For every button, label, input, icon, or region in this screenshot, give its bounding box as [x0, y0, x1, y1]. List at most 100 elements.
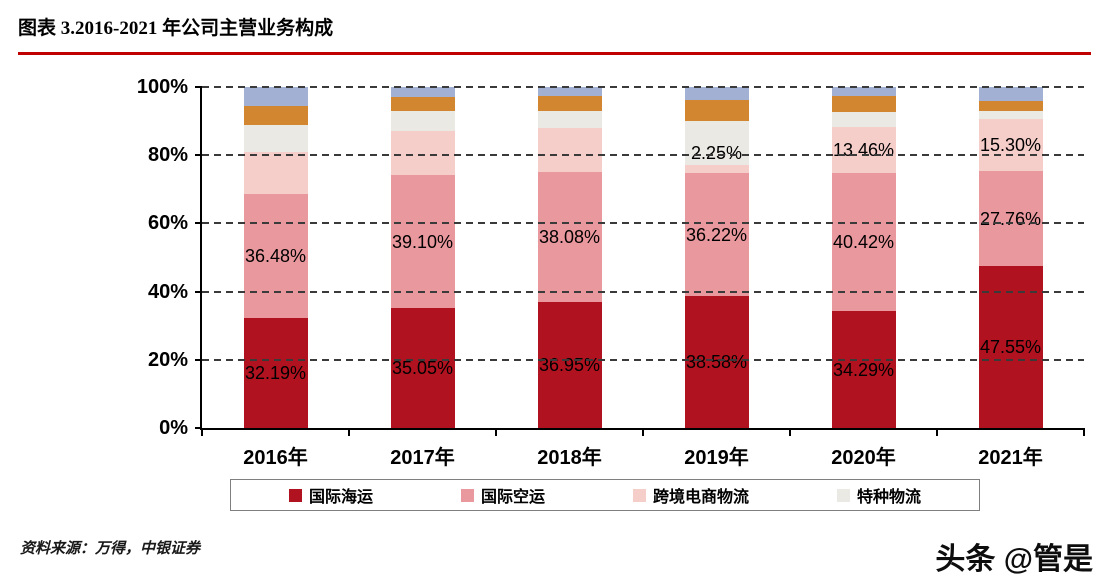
y-axis-tick-label-4: 80% — [147, 144, 188, 167]
bar-segment-1 — [390, 175, 455, 309]
bar-2: 36.95% 38.08% — [537, 87, 602, 428]
gridline-40 — [202, 290, 1084, 293]
plot-area: 0% 20% 40% 60% 80% 100% 32.19% 36.48% 2016年 35.05… — [137, 77, 1085, 469]
bar-segment-4 — [684, 100, 749, 121]
x-axis-label-5: 2021年 — [978, 447, 1043, 469]
bar-segment-2 — [390, 131, 455, 176]
x-axis-tick-2 — [495, 428, 497, 436]
bar-segment-5 — [831, 87, 896, 96]
legend-label: 国际空运 — [480, 489, 545, 506]
y-axis-tick-2 — [195, 290, 202, 293]
x-axis-tick-1 — [348, 428, 350, 436]
x-axis-tick-0 — [201, 428, 203, 436]
bar-data-label: 34.29% — [832, 359, 895, 380]
bar-data-label: 38.58% — [685, 352, 748, 373]
gridline-80 — [202, 154, 1084, 157]
bar-segment-4 — [390, 97, 455, 111]
bar-segment-0 — [831, 311, 896, 428]
legend-label: 跨境电商物流 — [652, 489, 749, 506]
bar-data-label: 15.30% — [979, 135, 1042, 156]
bar-4: 34.29% 40.42% 13.46% — [831, 87, 896, 428]
y-axis-tick-label-0: 0% — [159, 417, 188, 439]
bar-5: 47.55% 27.76% 15.30% — [978, 87, 1043, 428]
bar-segment-2 — [684, 165, 749, 173]
bar-data-label: 39.10% — [391, 231, 454, 252]
watermark: 头条 @管是 — [935, 543, 1093, 576]
x-axis-label-4: 2020年 — [831, 447, 896, 469]
bar-1: 35.05% 39.10% — [390, 87, 455, 428]
bar-segment-2 — [243, 151, 308, 194]
bar-segment-5 — [243, 87, 308, 106]
bar-segment-1 — [831, 173, 896, 312]
legend-label: 特种物流 — [856, 489, 921, 506]
bar-segment-1 — [684, 172, 749, 297]
y-axis-tick-label-5: 100% — [136, 76, 188, 98]
bar-segment-3 — [390, 110, 455, 132]
bar-segment-0 — [684, 296, 749, 428]
bar-segment-3 — [978, 110, 1043, 120]
x-axis-label-2: 2018年 — [537, 447, 602, 469]
legend-swatch-icon — [460, 488, 474, 502]
x-axis-tick-6 — [1083, 428, 1085, 436]
x-axis-label-1: 2017年 — [390, 447, 455, 469]
legend-swatch-icon — [288, 488, 302, 502]
bar-3: 38.58% 36.22% 2.25% — [684, 87, 749, 428]
x-axis-tick-5 — [936, 428, 938, 436]
chart-title: 图表 3.2016-2021 年公司主营业务构成 — [18, 18, 334, 39]
bar-0: 32.19% 36.48% — [243, 87, 308, 428]
gridline-100 — [202, 86, 1084, 88]
x-axis-label-0: 2016年 — [243, 447, 308, 469]
bar-segment-1 — [978, 171, 1043, 266]
bar-data-label: 2.25% — [691, 144, 742, 162]
bar-segment-3 — [831, 112, 896, 128]
bar-segment-0 — [390, 308, 455, 428]
bar-segment-3 — [684, 120, 749, 166]
bar-segment-2 — [831, 127, 896, 174]
source-note: 资料来源：万得，中银证券 — [20, 541, 201, 557]
bar-segment-3 — [537, 110, 602, 128]
bar-segment-2 — [978, 119, 1043, 172]
bar-segment-1 — [243, 193, 308, 319]
x-axis-label-3: 2019年 — [684, 447, 749, 469]
bar-segment-4 — [978, 100, 1043, 111]
bar-segment-0 — [243, 318, 308, 428]
y-axis-tick-3 — [195, 222, 202, 225]
bar-segment-0 — [537, 302, 602, 428]
bar-segment-2 — [537, 127, 602, 173]
y-axis-tick-1 — [195, 358, 202, 361]
bar-segment-5 — [978, 87, 1043, 101]
legend-swatch-icon — [836, 488, 850, 502]
y-axis-tick-label-2: 40% — [147, 280, 188, 303]
gridline-60 — [202, 222, 1084, 225]
y-axis-tick-4 — [195, 154, 202, 157]
bar-segment-5 — [537, 87, 602, 96]
bar-segment-4 — [831, 95, 896, 112]
y-axis-tick-5 — [195, 86, 202, 88]
title-underline — [18, 52, 1091, 55]
y-axis-tick-0 — [195, 427, 202, 429]
legend-label: 国际海运 — [308, 489, 373, 506]
bar-segment-3 — [243, 124, 308, 152]
bar-segment-1 — [537, 172, 602, 303]
legend-item-3: 特种物流 — [836, 483, 921, 507]
x-axis-tick-4 — [789, 428, 791, 436]
legend-item-1: 国际空运 — [460, 483, 545, 507]
bar-data-label: 36.22% — [685, 224, 748, 245]
legend-item-2: 跨境电商物流 — [632, 483, 749, 507]
bar-data-label: 47.55% — [979, 336, 1042, 357]
legend-item-0: 国际海运 — [288, 483, 373, 507]
legend-swatch-icon — [632, 488, 646, 502]
y-axis-tick-label-1: 20% — [147, 348, 188, 371]
bar-data-label: 32.19% — [244, 363, 307, 384]
bar-data-label: 13.46% — [832, 140, 895, 161]
legend: 国际海运 国际空运 跨境电商物流 特种物流 — [230, 479, 980, 511]
bar-segment-0 — [978, 265, 1043, 428]
bar-data-label: 35.05% — [391, 358, 454, 379]
bar-segment-4 — [243, 105, 308, 125]
bar-segment-5 — [390, 87, 455, 98]
gridline-20 — [202, 358, 1084, 361]
bar-data-label: 38.08% — [538, 227, 601, 248]
bar-data-label: 27.76% — [979, 208, 1042, 229]
bar-segment-5 — [684, 87, 749, 101]
